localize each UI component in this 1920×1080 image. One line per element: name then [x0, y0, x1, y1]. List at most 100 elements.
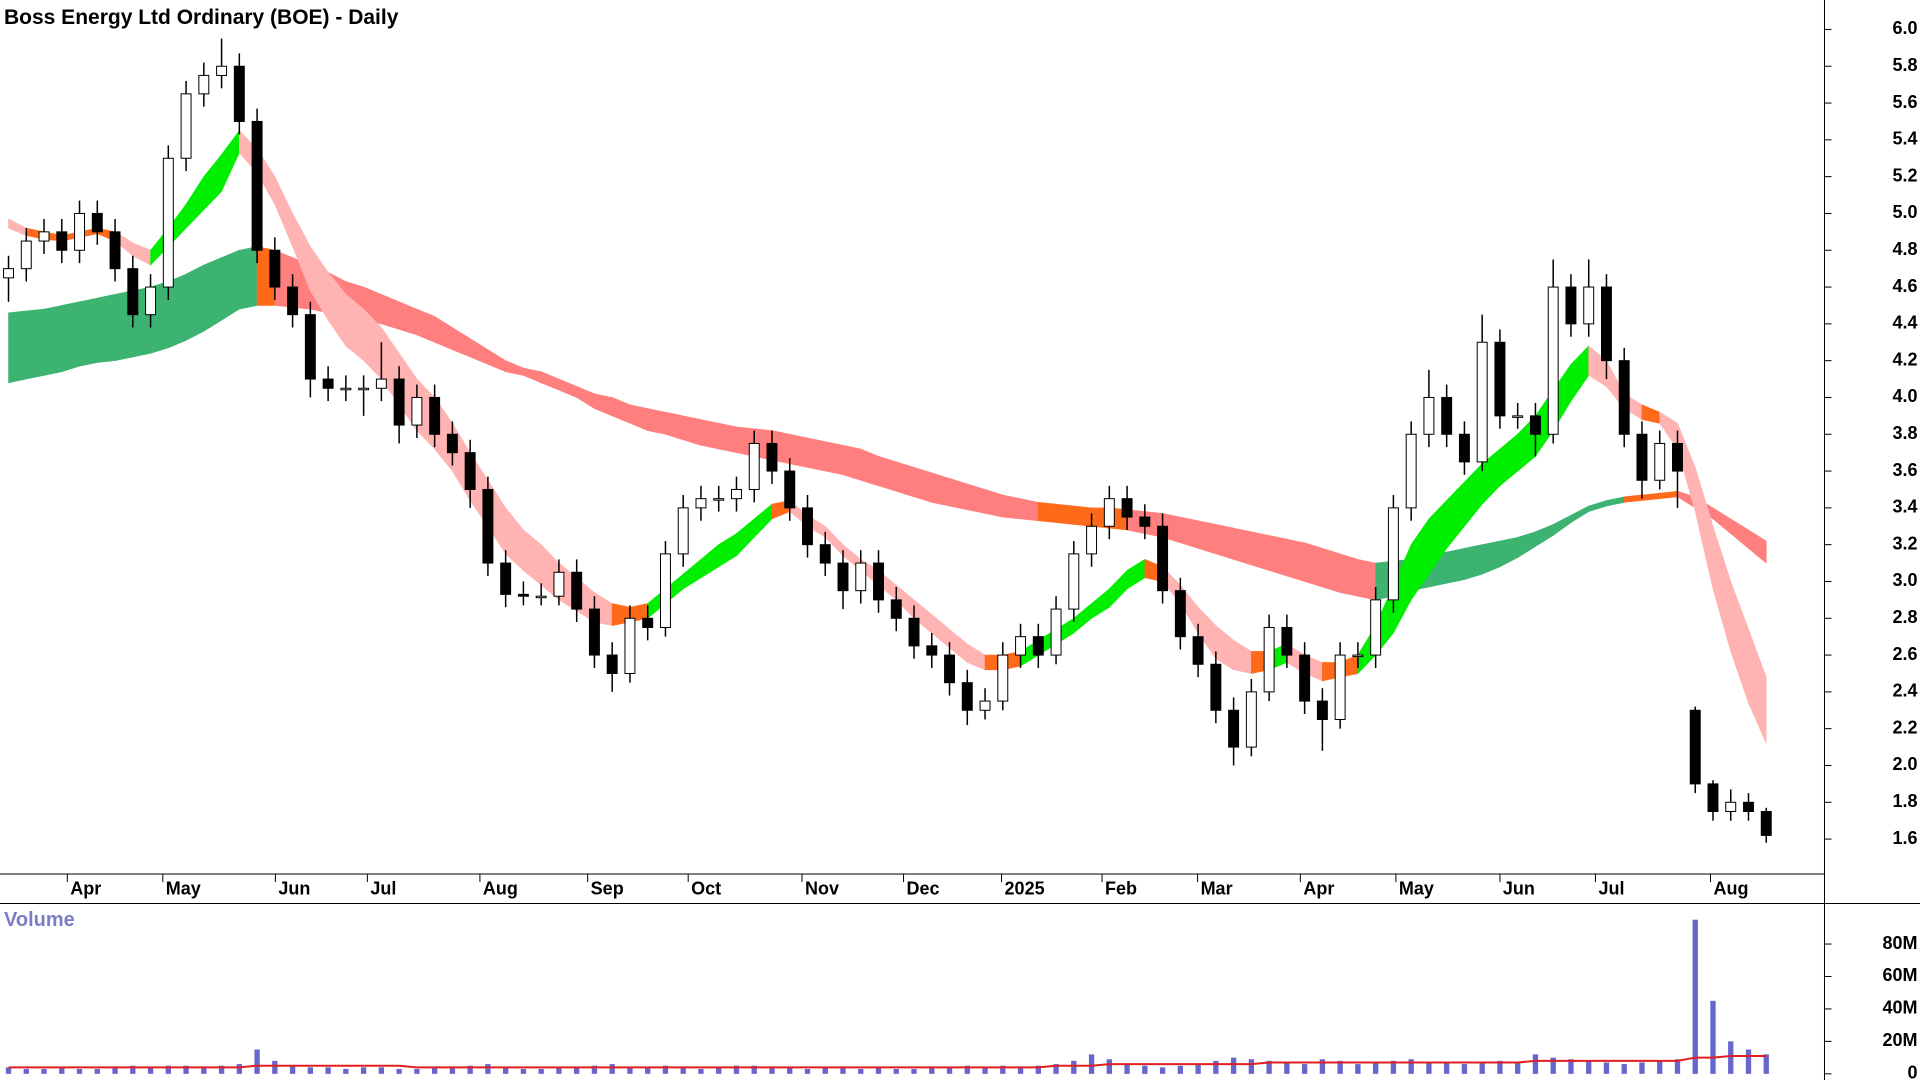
volume-bar — [183, 1065, 189, 1074]
volume-bar — [130, 1065, 136, 1074]
volume-bar — [1568, 1059, 1574, 1074]
candle-body — [1743, 801, 1754, 812]
volume-bar — [236, 1064, 242, 1074]
candle-body — [1672, 442, 1683, 472]
volume-bar — [1763, 1054, 1769, 1074]
x-tick-label: Dec — [907, 879, 940, 899]
volume-bar — [1426, 1062, 1432, 1074]
volume-bar — [1745, 1049, 1752, 1074]
long-band — [1446, 547, 1465, 584]
candle-body — [1210, 663, 1222, 711]
candle-body — [588, 608, 600, 656]
volume-bar — [396, 1068, 402, 1074]
y-tick-label: 2.2 — [1893, 717, 1918, 737]
candle-body — [1494, 341, 1506, 417]
volume-bar — [201, 1067, 207, 1074]
candle-body — [3, 268, 14, 279]
volume-bar — [1000, 1065, 1006, 1074]
candle-body — [1760, 810, 1772, 836]
candle-body — [304, 314, 316, 380]
volume-tick-label: 20M — [1883, 1030, 1918, 1050]
volume-bar — [23, 1068, 29, 1074]
volume-bar — [1639, 1062, 1645, 1074]
y-tick-label: 5.8 — [1893, 55, 1918, 75]
volume-bar — [1603, 1062, 1610, 1074]
volume-tick-label: 40M — [1883, 998, 1918, 1018]
candle-body — [1405, 433, 1417, 509]
candle-body — [819, 544, 831, 564]
candle-body — [287, 286, 299, 316]
candle-body — [1086, 525, 1098, 555]
candle-body — [517, 593, 529, 597]
volume-bar — [1372, 1062, 1379, 1074]
long-band — [1073, 505, 1092, 527]
candle-body — [145, 286, 157, 316]
volume-bar — [946, 1067, 953, 1074]
candle-body — [926, 645, 938, 656]
candle-body — [713, 498, 725, 501]
volume-bar — [822, 1067, 828, 1074]
y-tick-label: 5.6 — [1893, 92, 1918, 112]
volume-bar — [1408, 1059, 1414, 1074]
y-tick-label: 1.6 — [1893, 828, 1918, 848]
y-tick-label: 5.2 — [1893, 165, 1918, 185]
y-tick-label: 2.8 — [1893, 607, 1918, 627]
long-band — [96, 294, 116, 363]
x-tick-label: Nov — [805, 879, 839, 899]
y-tick-label: 2.0 — [1893, 754, 1918, 774]
volume-bar — [76, 1068, 83, 1074]
candle-body — [358, 387, 370, 391]
candle-body — [837, 562, 849, 592]
candle-body — [553, 571, 565, 597]
candle-body — [1352, 654, 1364, 658]
volume-bar — [1071, 1060, 1077, 1074]
candle-body — [216, 65, 228, 76]
volume-bar — [1728, 1041, 1734, 1074]
candle-body — [500, 562, 512, 595]
volume-bar — [414, 1068, 420, 1074]
candle-body — [109, 231, 121, 270]
long-band — [807, 437, 826, 472]
volume-tick-label: 80M — [1883, 933, 1918, 953]
candle-body — [269, 249, 281, 288]
volume-bar — [1159, 1067, 1166, 1074]
candle-body — [855, 562, 867, 592]
volume-bar — [1053, 1064, 1059, 1074]
y-tick-label: 4.2 — [1893, 349, 1918, 369]
x-tick-label: 2025 — [1005, 879, 1045, 899]
long-band — [966, 483, 986, 514]
volume-bar — [218, 1065, 225, 1074]
candle-body — [56, 231, 68, 251]
y-tick-label: 4.8 — [1893, 239, 1918, 259]
candle-body — [979, 700, 991, 711]
candle-body — [1281, 626, 1293, 656]
candle-body — [162, 157, 174, 288]
candle-body — [429, 396, 441, 435]
volume-bar — [591, 1065, 598, 1074]
volume-bar — [858, 1068, 864, 1074]
long-band — [1002, 494, 1021, 520]
y-tick-label: 3.4 — [1893, 497, 1918, 517]
candle-body — [1334, 654, 1346, 720]
candle-body — [677, 507, 689, 555]
volume-bar — [1532, 1054, 1539, 1074]
candle-body — [784, 470, 796, 509]
volume-bar — [1674, 1059, 1681, 1074]
candle-body — [251, 120, 263, 251]
long-band — [1464, 544, 1483, 581]
candle-body — [1476, 341, 1488, 463]
long-band — [824, 441, 844, 476]
candle-body — [659, 553, 671, 628]
candle-body — [1512, 415, 1524, 418]
x-tick-label: May — [1399, 879, 1434, 899]
volume-bar — [1337, 1060, 1343, 1074]
candle-body — [535, 595, 547, 599]
candle-body — [91, 212, 103, 233]
volume-bar — [272, 1060, 278, 1074]
volume-bar — [165, 1065, 171, 1074]
candle-body — [1316, 700, 1328, 720]
volume-bar — [1390, 1060, 1397, 1074]
long-band — [25, 308, 45, 380]
candle-body — [1299, 654, 1311, 702]
